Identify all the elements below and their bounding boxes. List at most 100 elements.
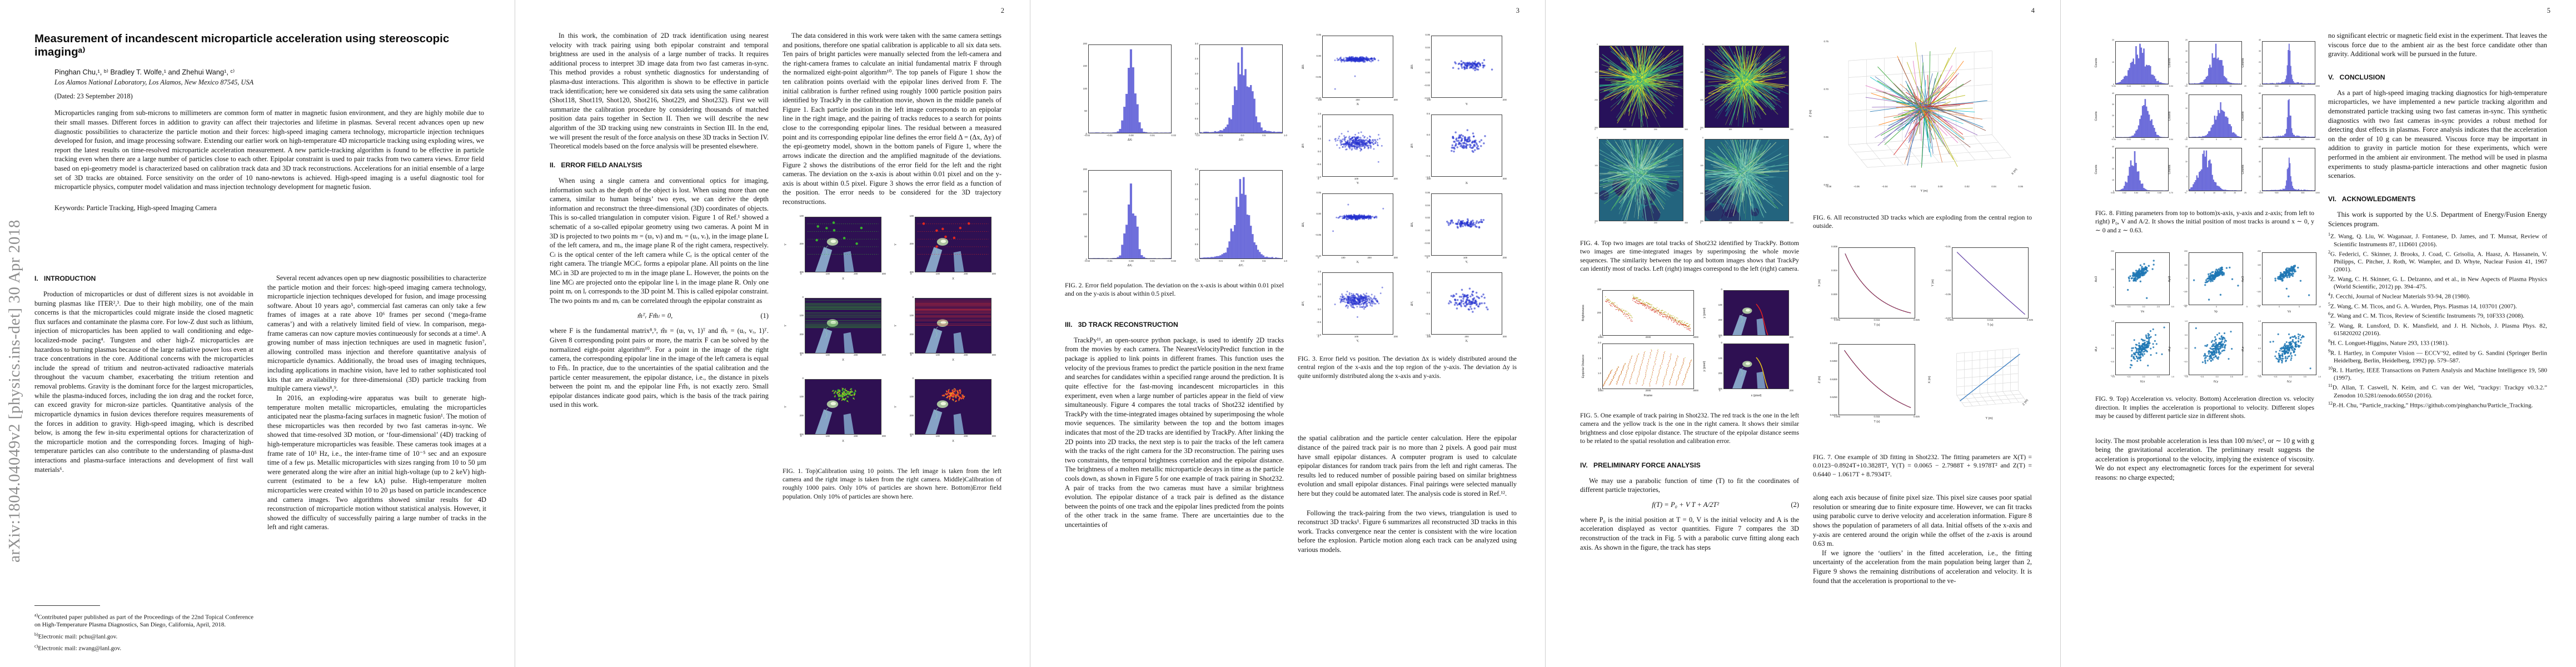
tick-label: 0.005 <box>1834 318 1840 322</box>
tick-label: −10 <box>2200 84 2204 87</box>
tick-label: 200 <box>964 354 968 357</box>
axis-label: ΔYₗ <box>1238 138 1244 142</box>
plot-panel <box>1322 115 1393 177</box>
section-heading-force-analysis: IV. PRELIMINARY FORCE ANALYSIS <box>1580 461 1701 469</box>
tick-label: 200 <box>1595 99 1598 102</box>
tick-label: 0.6250 <box>1830 396 1837 399</box>
paragraph: TrackPy¹¹, an open-source python package… <box>1065 336 1284 529</box>
column-right: The data considered in this work were ta… <box>783 31 1001 656</box>
tick-label: 0.02 <box>2155 84 2159 87</box>
tick-label: 0.02 <box>1965 185 1970 188</box>
plot-panel <box>915 379 991 435</box>
plot-panel <box>1088 170 1172 259</box>
tick-label: 3000 <box>1693 336 1698 339</box>
tick-label: 20 <box>2244 138 2246 141</box>
tick-label: 0.70 <box>1823 87 1828 91</box>
tick-label: 100 <box>1718 356 1722 360</box>
tick-label: 100 <box>1595 71 1598 74</box>
tick-label: 300 <box>1595 220 1598 223</box>
tick-label: 200 <box>1653 221 1657 224</box>
tick-label: 10 <box>2185 107 2188 109</box>
plot-panel <box>2115 322 2170 376</box>
tick-label: 0.5 <box>2185 334 2188 336</box>
tick-label: 0 <box>800 354 802 357</box>
tick-label: 300 <box>1393 98 1398 101</box>
axis-label: Epipolar Distance <box>1582 354 1585 378</box>
tick-label: 1.0 <box>1194 227 1198 231</box>
plot-panel <box>1599 46 1683 128</box>
tick-label: 30 <box>2112 103 2114 106</box>
plot-panel <box>2189 94 2242 138</box>
tick-label: 0.00 <box>1129 259 1134 262</box>
tick-label: 200 <box>1393 177 1398 180</box>
tick-label: 100 <box>935 435 940 438</box>
tick-label: 0.0 <box>2289 375 2292 378</box>
axis-label: Counts <box>2241 165 2245 175</box>
tick-label: 300 <box>1502 177 1507 180</box>
tick-label: 1.5 <box>1194 87 1198 90</box>
tick-label: 0.015 <box>1987 318 1994 322</box>
plot-panel <box>1322 193 1393 256</box>
reference-list: 1Z. Wang, Q. Liu, W. Waganaar, J. Fontan… <box>2328 232 2547 410</box>
tick-label: 100 <box>825 354 830 357</box>
tick-label: 1000 <box>2315 84 2320 87</box>
tick-label: 0 <box>1595 128 1596 131</box>
tick-label: 5 <box>2246 305 2248 308</box>
tick-label: 200 <box>964 435 968 438</box>
tick-label: 40 <box>2259 160 2261 163</box>
tick-label: −500 <box>2274 191 2279 194</box>
tick-label: 200 <box>854 272 858 276</box>
tick-label: 200 <box>2111 250 2114 253</box>
tick-label: −0.06 <box>1853 185 1860 188</box>
plot-panel <box>1088 44 1172 133</box>
axis-label: Counts <box>2168 165 2171 175</box>
tick-label: 0 <box>1318 335 1319 338</box>
axis-label: X <box>952 277 954 281</box>
arxiv-watermark: arXiv:1804.04049v2 [physics.ins-det] 30 … <box>6 220 23 563</box>
tick-label: −0.02 <box>1084 259 1090 262</box>
tick-label: 300 <box>991 272 996 276</box>
tick-label: 0 <box>1085 132 1087 135</box>
axis-label: iV,y <box>2213 380 2219 384</box>
tick-label: −0.05 <box>1314 233 1321 236</box>
tick-label: 300 <box>909 271 914 274</box>
axis-label: X (m) <box>1928 376 1931 384</box>
tick-label: −5.0 <box>2111 305 2115 308</box>
tick-label: 0.60 <box>1823 183 1828 186</box>
tick-label: 0.70 <box>2169 191 2173 194</box>
paragraph: In 2016, an exploding-wire apparatus was… <box>267 394 486 531</box>
tick-label: 100 <box>909 395 914 399</box>
tick-label: −0.02 <box>2126 84 2131 87</box>
tick-label: 0.0 <box>2142 305 2145 308</box>
tick-label: −0.04 <box>2111 84 2116 87</box>
tick-label: 0 <box>1085 257 1087 261</box>
figure-3-caption: FIG. 3. Error field vs position. The dev… <box>1298 355 1517 380</box>
tick-label: 0 <box>2279 305 2280 308</box>
plot-panel <box>2115 148 2169 191</box>
axis-label: Y <box>894 243 898 246</box>
tick-label: −0.02 <box>1423 241 1430 245</box>
tick-label: 0.65 <box>1823 135 1828 138</box>
column-right: Several recent advances open up new diag… <box>267 273 486 656</box>
tick-label: 0.015 <box>1874 318 1880 322</box>
tick-label: 1.0 <box>1283 259 1287 262</box>
tick-label: 0.02 <box>1425 58 1430 62</box>
tick-label: 0 <box>1595 221 1596 224</box>
tick-label: 300 <box>1718 387 1722 391</box>
tick-label: −0.02 <box>1084 133 1090 137</box>
tick-label: −1.0 <box>1425 333 1430 336</box>
tick-label: 1.0 <box>2171 375 2174 378</box>
column-left: In this work, the combination of 2D trac… <box>550 31 769 656</box>
tick-label: 0.5 <box>1426 270 1430 273</box>
figure-4-caption: FIG. 4. Top two images are total tracks … <box>1580 240 1799 273</box>
tick-label: 20 <box>2112 115 2114 117</box>
column-left: 20 10 0 −0.04 −0.02 0.00 0.02 0.04 Counts 20 15 10 5… <box>2095 31 2321 656</box>
tick-label: 3.0 <box>1194 168 1198 171</box>
affiliation: Los Alamos National Laboratory, Los Alam… <box>54 78 254 87</box>
tick-label: 2.5 <box>1194 57 1198 60</box>
tick-label: 10 <box>2185 160 2188 163</box>
axis-label: Y (m) <box>1985 416 1993 420</box>
tick-label: 0.6350 <box>1830 360 1837 363</box>
tick-label: −0.01 <box>1106 259 1113 262</box>
